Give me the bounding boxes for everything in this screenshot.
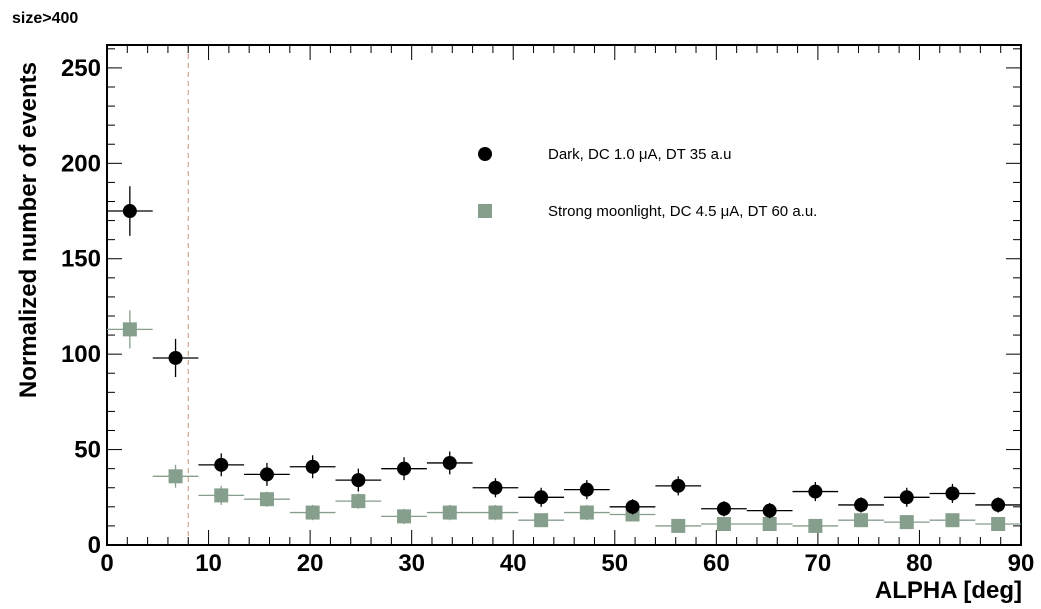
data-point <box>899 490 914 505</box>
data-point <box>351 494 366 509</box>
data-point <box>991 497 1006 512</box>
x-tick-label: 10 <box>195 550 222 577</box>
y-tick-label: 150 <box>61 246 101 273</box>
data-point <box>808 484 823 499</box>
data-point <box>579 482 594 497</box>
plot-frame <box>106 44 1022 546</box>
data-point <box>488 505 503 520</box>
x-tick-label: 60 <box>703 550 730 577</box>
data-point <box>854 497 869 512</box>
data-point <box>214 488 229 503</box>
x-tick-label: 70 <box>805 550 832 577</box>
x-tick-label: 50 <box>601 550 628 577</box>
y-tick-label: 100 <box>61 341 101 368</box>
data-point <box>214 457 229 472</box>
data-point <box>762 503 777 518</box>
data-point <box>762 517 777 532</box>
data-point <box>259 492 274 507</box>
data-point <box>625 499 640 514</box>
legend-label-moonlight: Strong moonlight, DC 4.5 μA, DT 60 a.u. <box>548 203 817 220</box>
x-tick-label: 0 <box>100 550 113 577</box>
data-point <box>259 467 274 482</box>
legend-marker-moonlight <box>478 204 492 218</box>
x-axis-ticks: 0 10 20 30 40 50 60 70 80 90 <box>100 45 1034 577</box>
data-point <box>671 518 686 533</box>
data-point <box>168 350 183 365</box>
x-tick-label: 40 <box>500 550 527 577</box>
data-point <box>397 461 412 476</box>
y-tick-label: 250 <box>61 55 101 82</box>
data-point <box>854 513 869 528</box>
series-moonlight <box>107 310 1021 533</box>
data-point <box>305 505 320 520</box>
series-dark <box>107 186 1021 519</box>
data-point <box>534 490 549 505</box>
x-axis-title: ALPHA [deg] <box>875 577 1022 604</box>
legend-label-dark: Dark, DC 1.0 μA, DT 35 a.u <box>548 146 731 163</box>
data-point <box>716 501 731 516</box>
data-point <box>488 480 503 495</box>
data-point <box>579 505 594 520</box>
chart-title: size>400 <box>12 10 78 27</box>
data-point <box>945 486 960 501</box>
y-tick-label: 50 <box>74 437 101 464</box>
y-tick-label: 200 <box>61 150 101 177</box>
data-point <box>168 469 183 484</box>
data-point <box>442 505 457 520</box>
data-point <box>991 517 1006 532</box>
x-tick-label: 20 <box>297 550 324 577</box>
data-point <box>808 518 823 533</box>
data-point <box>122 204 137 219</box>
data-point <box>899 515 914 530</box>
data-point <box>305 459 320 474</box>
data-point <box>122 322 137 337</box>
data-point <box>534 513 549 528</box>
x-tick-label: 90 <box>1008 550 1035 577</box>
data-point <box>716 517 731 532</box>
data-point <box>945 513 960 528</box>
legend: Dark, DC 1.0 μA, DT 35 a.u Strong moonli… <box>478 146 817 220</box>
data-point <box>442 455 457 470</box>
plot-border <box>106 44 1022 546</box>
y-tick-label: 0 <box>88 532 101 559</box>
data-point <box>671 478 686 493</box>
data-point <box>397 509 412 524</box>
legend-marker-dark <box>478 147 492 161</box>
y-axis-title: Normalized number of events <box>15 62 42 398</box>
x-tick-label: 80 <box>906 550 933 577</box>
data-point <box>351 473 366 488</box>
y-axis-ticks: 0 50 100 150 200 250 <box>61 48 1021 559</box>
series-layer <box>107 186 1021 533</box>
x-tick-label: 30 <box>398 550 425 577</box>
